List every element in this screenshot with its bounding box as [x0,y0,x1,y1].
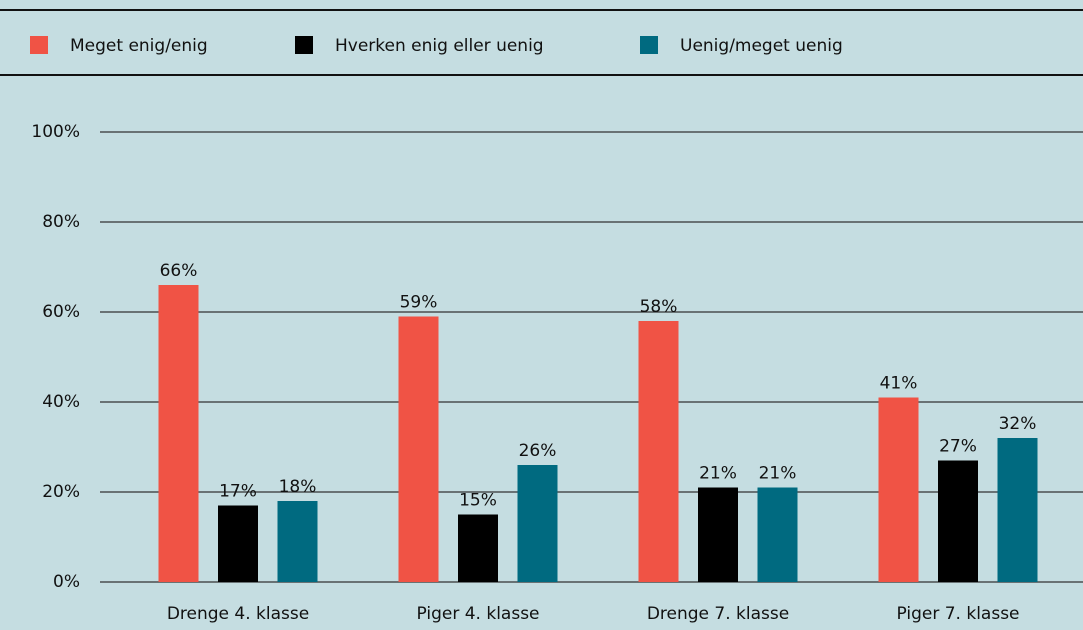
legend-swatch [30,36,48,54]
data-label: 21% [699,464,737,484]
data-label: 59% [400,293,438,313]
legend-label: Meget enig/enig [70,36,208,56]
bar [997,438,1038,582]
data-label: 27% [939,437,977,457]
bar [218,505,258,582]
y-tick-label: 100% [31,122,80,142]
bar [757,487,798,582]
legend-label: Uenig/meget uenig [680,36,843,56]
data-label: 41% [880,374,918,394]
data-label: 32% [999,414,1037,434]
y-tick-label: 40% [42,392,80,412]
y-tick-label: 0% [53,572,80,592]
data-label: 15% [459,491,497,511]
x-tick-label: Drenge 4. klasse [167,604,309,624]
data-label: 17% [219,482,257,502]
data-label: 58% [640,297,678,317]
bar [638,321,679,582]
y-tick-label: 20% [42,482,80,502]
bar [398,316,439,582]
x-tick-label: Piger 4. klasse [416,604,539,624]
data-label: 26% [519,441,557,461]
bar [158,285,199,582]
y-tick-label: 60% [42,302,80,322]
bar [698,487,738,582]
legend-swatch [640,36,658,54]
legend-swatch [295,36,313,54]
bar [458,514,498,582]
bar [938,460,978,582]
data-label: 21% [759,464,797,484]
data-label: 18% [279,477,317,497]
x-tick-label: Piger 7. klasse [896,604,1019,624]
bar [517,465,558,582]
bar [878,397,919,582]
y-tick-label: 80% [42,212,80,232]
x-tick-label: Drenge 7. klasse [647,604,789,624]
legend-label: Hverken enig eller uenig [335,36,544,56]
bar [277,501,318,582]
data-label: 66% [160,261,198,281]
